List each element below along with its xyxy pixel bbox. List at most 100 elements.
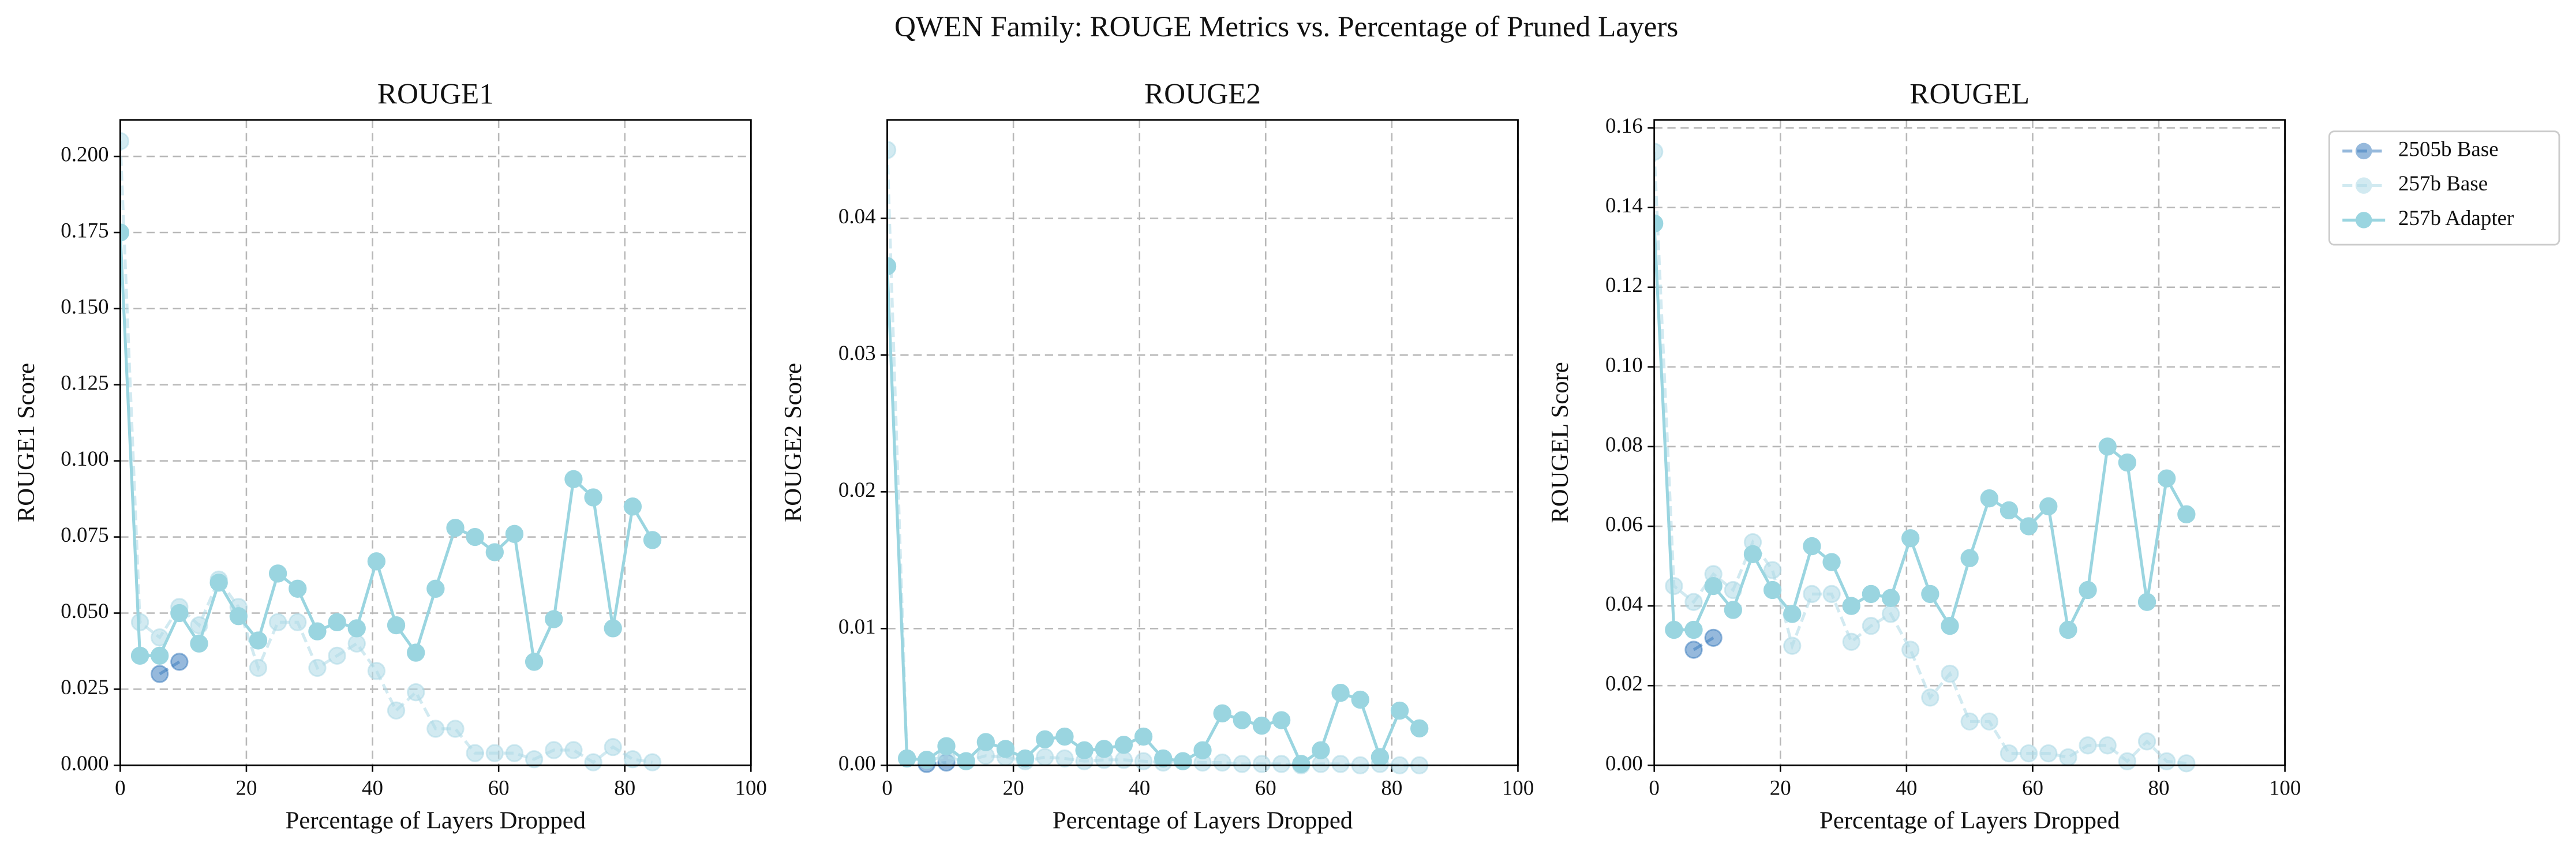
y-tick-label: 0.00 — [838, 752, 876, 776]
x-tick-label: 80 — [1381, 776, 1402, 800]
x-axis-label: Percentage of Layers Dropped — [1053, 807, 1353, 834]
data-point — [1351, 690, 1369, 709]
data-point — [2098, 437, 2117, 456]
data-point — [564, 741, 583, 759]
data-point — [1095, 740, 1113, 758]
data-point — [485, 543, 504, 561]
data-point — [1704, 628, 1723, 647]
subplot-title: ROUGE1 — [377, 78, 494, 111]
data-point — [151, 665, 169, 683]
plot-frame — [119, 119, 752, 766]
series-line — [120, 232, 654, 667]
series — [887, 257, 1429, 773]
y-axis-label: ROUGE2 Score — [780, 363, 807, 522]
subplot: 0.00 0.02 0.04 0.06 0.08 0.10 0.12 0.14 0.16 0 20 4… — [1547, 78, 2301, 834]
data-point — [151, 646, 169, 665]
data-point — [426, 579, 445, 598]
data-point — [1842, 597, 1860, 615]
data-point — [1941, 616, 1959, 635]
y-tick-label: 0.08 — [1605, 433, 1643, 456]
data-point — [1862, 616, 1881, 635]
legend-box — [2328, 130, 2560, 246]
data-point — [505, 744, 524, 762]
data-point — [1233, 711, 1251, 729]
data-point — [446, 519, 465, 537]
data-point — [120, 132, 130, 151]
y-tick-label: 0.06 — [1605, 513, 1643, 537]
data-point — [268, 613, 287, 631]
data-point — [1292, 755, 1311, 773]
data-point — [2000, 744, 2019, 763]
y-tick-label: 0.025 — [61, 676, 108, 699]
data-point — [1055, 727, 1074, 746]
data-point — [564, 470, 583, 489]
y-tick-label: 0.125 — [61, 371, 108, 395]
y-tick-label: 0.01 — [838, 615, 876, 639]
x-tick-label: 100 — [2269, 776, 2301, 800]
data-point — [505, 525, 524, 543]
data-point — [2158, 752, 2176, 771]
subplot-title: ROUGE2 — [1144, 78, 1261, 111]
subplot: 0.00 0.01 0.02 0.03 0.04 0 20 40 60 80 100 ROUGE2 Pe… — [780, 78, 1534, 834]
x-axis-label: Percentage of Layers Dropped — [1819, 807, 2120, 834]
data-point — [887, 257, 897, 275]
data-point — [2059, 620, 2077, 639]
data-point — [1881, 589, 1900, 607]
data-point — [1016, 749, 1035, 768]
data-point — [367, 662, 386, 680]
legend: 2505b Base 257b Base 257b Adapter — [2328, 130, 2560, 246]
data-point — [1114, 736, 1133, 754]
data-point — [996, 740, 1015, 758]
y-tick-label: 0.175 — [61, 219, 108, 242]
data-point — [347, 634, 366, 653]
y-tick-label: 0.150 — [61, 295, 108, 319]
series-line — [887, 266, 1421, 766]
x-tick-label: 60 — [1255, 776, 1276, 800]
data-point — [1371, 748, 1390, 766]
data-point — [1921, 688, 1940, 707]
data-point — [937, 737, 956, 755]
data-point — [308, 658, 327, 677]
series-line — [120, 141, 653, 765]
y-tick-label: 0.000 — [61, 752, 108, 776]
data-point — [545, 610, 563, 628]
x-axis-label: Percentage of Layers Dropped — [286, 807, 586, 834]
data-point — [2059, 748, 2077, 767]
data-point — [1654, 214, 1664, 233]
data-point — [466, 744, 484, 762]
data-point — [1901, 529, 1920, 548]
data-point — [1862, 585, 1881, 604]
data-point — [1272, 755, 1291, 773]
y-axis-label: ROUGEL Score — [1547, 362, 1574, 523]
data-point — [887, 141, 897, 159]
data-point — [229, 607, 248, 625]
data-point — [347, 619, 366, 638]
data-point — [604, 619, 622, 638]
data-point — [170, 653, 189, 671]
data-point — [120, 223, 130, 242]
data-point — [289, 579, 307, 598]
legend-swatch-marker — [2356, 143, 2372, 160]
data-point — [2079, 736, 2097, 755]
data-point — [643, 753, 662, 771]
data-point — [976, 733, 995, 751]
data-point — [1665, 576, 1683, 595]
data-point — [485, 744, 504, 762]
data-point — [1684, 620, 1703, 639]
data-point — [466, 527, 484, 546]
data-point — [387, 616, 406, 635]
data-point — [190, 634, 208, 653]
data-point — [1055, 749, 1074, 768]
data-point — [1213, 704, 1231, 722]
data-point — [1233, 755, 1251, 773]
figure-title: QWEN Family: ROUGE Metrics vs. Percentag… — [894, 10, 1678, 43]
data-point — [268, 564, 287, 583]
data-point — [1684, 593, 1703, 611]
data-point — [308, 622, 327, 640]
legend-label: 257b Base — [2398, 172, 2488, 196]
data-point — [249, 658, 268, 677]
data-point — [2118, 752, 2137, 771]
data-point — [1036, 748, 1054, 766]
data-point — [1980, 489, 1998, 508]
